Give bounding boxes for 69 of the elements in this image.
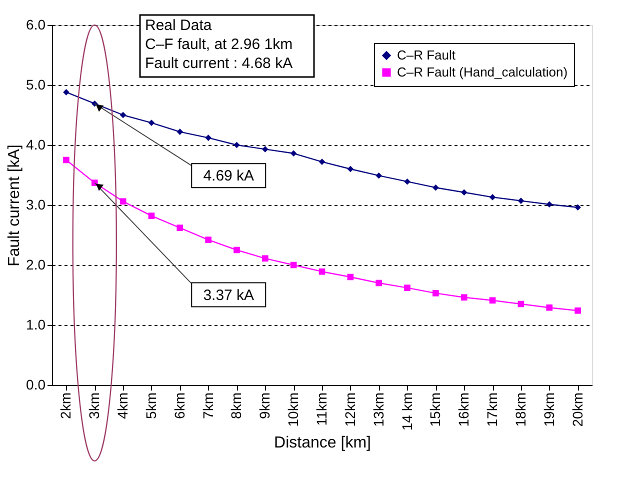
- y-tick-label: 1.0: [26, 316, 46, 332]
- x-tick-label: 4km: [114, 392, 131, 419]
- y-tick-label: 5.0: [26, 76, 46, 92]
- x-tick-label: 19km: [540, 392, 557, 427]
- point: [489, 297, 496, 304]
- y-tick-label: 6.0: [26, 16, 46, 32]
- point: [376, 172, 382, 179]
- point: [290, 150, 297, 157]
- point: [432, 290, 439, 296]
- point: [176, 128, 184, 135]
- point: [347, 166, 354, 172]
- x-tick-label: 3km: [86, 392, 102, 419]
- x-tick-label: 15km: [427, 392, 444, 427]
- x-tick-label: 6km: [171, 392, 188, 419]
- x-tick-label: 2km: [58, 392, 74, 419]
- x-tick-label: 18km: [512, 392, 528, 427]
- x-tick-label: 8km: [228, 392, 244, 419]
- point: [404, 284, 410, 291]
- point: [347, 274, 354, 280]
- point: [318, 158, 326, 165]
- y-axis-title: Fault current [kA]: [6, 144, 24, 266]
- x-tick-label: 16km: [456, 392, 472, 427]
- point: [148, 120, 155, 126]
- x-tick-label: 7km: [200, 392, 216, 419]
- x-tick-label: 9km: [256, 392, 273, 419]
- x-tick-label: 5km: [142, 392, 159, 419]
- legend-label: C–R Fault: [397, 48, 456, 62]
- x-tick-label: 12km: [342, 392, 358, 427]
- point: [63, 156, 70, 164]
- point: [120, 112, 126, 118]
- annotation: 4.69 kA: [203, 168, 254, 185]
- annotation: 3.37 kA: [203, 286, 254, 304]
- annotation: Real Data C–F fault, at 2.96 1km Fault current : 4.68 kA: [145, 17, 293, 72]
- x-tick-label: 17km: [484, 392, 500, 427]
- x-tick-label: 13km: [370, 392, 386, 427]
- point: [574, 307, 581, 314]
- point: [489, 194, 496, 200]
- point: [518, 198, 524, 204]
- y-tick-label: 0.0: [26, 376, 46, 392]
- point: [63, 89, 70, 96]
- point: [262, 146, 268, 152]
- point: [574, 204, 581, 211]
- point: [546, 201, 553, 208]
- point: [460, 189, 468, 196]
- point: [176, 224, 184, 231]
- point: [404, 178, 410, 185]
- point: [205, 236, 212, 243]
- x-tick-label: 14 km: [398, 392, 415, 431]
- point: [518, 300, 524, 308]
- point: [460, 294, 468, 301]
- x-tick-label: 10km: [285, 392, 302, 427]
- point: [290, 262, 297, 268]
- y-tick-label: 3.0: [26, 196, 46, 212]
- point: [432, 184, 439, 191]
- y-tick-label: 2.0: [26, 256, 46, 272]
- point: [234, 246, 240, 254]
- point: [205, 134, 212, 141]
- point: [120, 198, 126, 205]
- point: [262, 255, 268, 262]
- x-axis-title: Distance [km]: [274, 434, 371, 452]
- x-tick-label: 20km: [569, 392, 586, 427]
- point: [234, 142, 240, 148]
- y-tick-label: 4.0: [26, 136, 46, 152]
- legend-label: C–R Fault (Hand_calculation): [397, 64, 568, 80]
- point: [148, 212, 155, 219]
- x-tick-label: 11km: [314, 392, 330, 426]
- point: [546, 304, 553, 311]
- point: [376, 280, 382, 286]
- point: [318, 268, 326, 275]
